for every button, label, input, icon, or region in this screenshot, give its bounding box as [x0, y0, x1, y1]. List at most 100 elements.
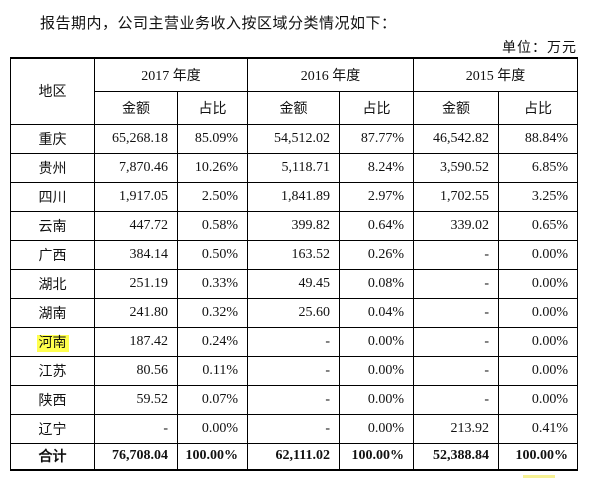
value-cell: -: [413, 355, 499, 386]
value-cell: 1,917.05: [94, 181, 178, 212]
value-cell: 0.64%: [339, 210, 414, 241]
region-cell: 陕西: [10, 384, 95, 415]
table-row: 湖南 241.80 0.32% 25.60 0.04% - 0.00%: [10, 297, 578, 328]
value-cell: -: [247, 355, 340, 386]
value-cell: -: [247, 384, 340, 415]
region-cell: 辽宁: [10, 413, 95, 444]
value-cell: 0.50%: [177, 239, 248, 270]
region-label: 江苏: [38, 364, 67, 380]
region-cell: 湖南: [10, 297, 95, 328]
region-cell: 河南: [10, 326, 95, 357]
value-cell: 46,542.82: [413, 123, 499, 154]
value-cell: -: [413, 384, 499, 415]
region-cell: 重庆: [10, 123, 95, 154]
header-ratio-2016: 占比: [339, 90, 414, 125]
value-cell: 85.09%: [177, 123, 248, 154]
value-cell: 8.24%: [339, 152, 414, 183]
value-cell: 163.52: [247, 239, 340, 270]
region-cell: 四川: [10, 181, 95, 212]
region-label: 广西: [38, 248, 67, 264]
value-cell: -: [413, 239, 499, 270]
table-row: 湖北 251.19 0.33% 49.45 0.08% - 0.00%: [10, 268, 578, 299]
table-row: 河南 187.42 0.24% - 0.00% - 0.00%: [10, 326, 578, 357]
table-row: 贵州 7,870.46 10.26% 5,118.71 8.24% 3,590.…: [10, 152, 578, 183]
value-cell: 0.00%: [339, 413, 414, 444]
value-cell: 0.07%: [177, 384, 248, 415]
value-cell: 0.00%: [177, 413, 248, 444]
value-cell: 6.85%: [498, 152, 578, 183]
value-cell: 88.84%: [498, 123, 578, 154]
value-cell: 2.50%: [177, 181, 248, 212]
value-cell: 3,590.52: [413, 152, 499, 183]
region-cell: 江苏: [10, 355, 95, 386]
region-label: 四川: [38, 190, 67, 206]
value-cell: 0.00%: [339, 355, 414, 386]
value-cell: 339.02: [413, 210, 499, 241]
revenue-by-region-table: 地区 2017 年度 2016 年度 2015 年度 金额 占比 金额 占比 金…: [10, 57, 578, 471]
value-cell: 0.11%: [177, 355, 248, 386]
region-label: 湖北: [38, 277, 67, 293]
value-cell: 0.00%: [498, 326, 578, 357]
header-ratio-2017: 占比: [177, 90, 248, 125]
value-cell: 80.56: [94, 355, 178, 386]
total-row: 合计 76,708.04 100.00% 62,111.02 100.00% 5…: [10, 442, 578, 471]
value-cell: 87.77%: [339, 123, 414, 154]
table-row: 云南 447.72 0.58% 399.82 0.64% 339.02 0.65…: [10, 210, 578, 241]
total-value-cell: 76,708.04: [94, 442, 178, 471]
table-row: 江苏 80.56 0.11% - 0.00% - 0.00%: [10, 355, 578, 386]
value-cell: -: [247, 326, 340, 357]
total-label: 合计: [10, 442, 95, 471]
region-label: 河南: [36, 334, 69, 352]
region-cell: 广西: [10, 239, 95, 270]
value-cell: 1,702.55: [413, 181, 499, 212]
value-cell: 0.65%: [498, 210, 578, 241]
total-value-cell: 62,111.02: [247, 442, 340, 471]
value-cell: 0.00%: [498, 297, 578, 328]
total-value-cell: 100.00%: [177, 442, 248, 471]
table-total-body: 合计 76,708.04 100.00% 62,111.02 100.00% 5…: [10, 442, 578, 471]
value-cell: -: [413, 268, 499, 299]
value-cell: 251.19: [94, 268, 178, 299]
value-cell: 7,870.46: [94, 152, 178, 183]
value-cell: 0.33%: [177, 268, 248, 299]
table-body: 重庆 65,268.18 85.09% 54,512.02 87.77% 46,…: [10, 123, 578, 444]
value-cell: 10.26%: [177, 152, 248, 183]
total-value-cell: 100.00%: [339, 442, 414, 471]
table-row: 四川 1,917.05 2.50% 1,841.89 2.97% 1,702.5…: [10, 181, 578, 212]
total-value-cell: 52,388.84: [413, 442, 499, 471]
value-cell: 0.00%: [339, 384, 414, 415]
value-cell: 3.25%: [498, 181, 578, 212]
value-cell: 0.41%: [498, 413, 578, 444]
page-title: 报告期内，公司主营业务收入按区域分类情况如下：: [40, 16, 397, 32]
value-cell: -: [94, 413, 178, 444]
region-label: 湖南: [38, 306, 67, 322]
value-cell: 0.04%: [339, 297, 414, 328]
value-cell: 0.00%: [498, 268, 578, 299]
value-cell: 59.52: [94, 384, 178, 415]
value-cell: 399.82: [247, 210, 340, 241]
table-row: 重庆 65,268.18 85.09% 54,512.02 87.77% 46,…: [10, 123, 578, 154]
value-cell: -: [247, 413, 340, 444]
region-cell: 贵州: [10, 152, 95, 183]
value-cell: 0.00%: [498, 355, 578, 386]
header-year-2015: 2015 年度: [413, 57, 578, 92]
table-row: 辽宁 - 0.00% - 0.00% 213.92 0.41%: [10, 413, 578, 444]
value-cell: 1,841.89: [247, 181, 340, 212]
region-label: 贵州: [38, 161, 67, 177]
value-cell: 0.08%: [339, 268, 414, 299]
total-value-cell: 100.00%: [498, 442, 578, 471]
value-cell: 0.24%: [177, 326, 248, 357]
region-cell: 云南: [10, 210, 95, 241]
value-cell: -: [413, 297, 499, 328]
value-cell: 25.60: [247, 297, 340, 328]
value-cell: 54,512.02: [247, 123, 340, 154]
region-label: 辽宁: [38, 422, 67, 438]
table-row: 陕西 59.52 0.07% - 0.00% - 0.00%: [10, 384, 578, 415]
value-cell: 0.00%: [339, 326, 414, 357]
value-cell: 0.00%: [498, 384, 578, 415]
value-cell: 65,268.18: [94, 123, 178, 154]
header-amount-2017: 金额: [94, 90, 178, 125]
value-cell: 0.00%: [498, 239, 578, 270]
value-cell: 5,118.71: [247, 152, 340, 183]
header-year-2016: 2016 年度: [247, 57, 414, 92]
